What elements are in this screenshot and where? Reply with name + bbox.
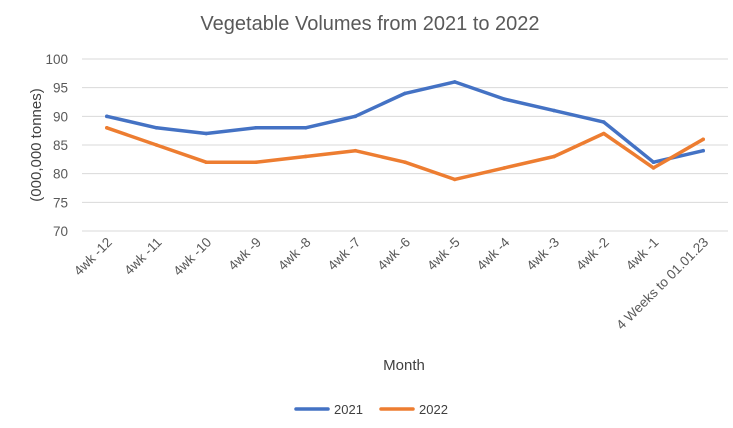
data-point-2022 xyxy=(254,160,258,164)
data-point-2021 xyxy=(701,148,705,153)
data-point-2021 xyxy=(105,114,109,119)
data-point-2022 xyxy=(502,166,507,170)
data-point-2022 xyxy=(403,160,407,164)
data-point-2022 xyxy=(353,148,358,153)
series-lines xyxy=(105,80,705,182)
x-tick-label: 4 Weeks to 01.01.23 xyxy=(613,235,711,333)
series-line-2022 xyxy=(105,126,705,182)
data-point-2021 xyxy=(353,114,358,119)
data-point-2021 xyxy=(552,108,556,113)
data-point-2021 xyxy=(254,126,258,130)
y-tick-label: 80 xyxy=(53,167,68,182)
x-axis-ticks: 4wk -12 4wk -11 4wk -10 4wk -9 4wk -8 4wk -7 4… xyxy=(71,234,711,332)
x-tick-label: 4wk -3 xyxy=(523,235,562,274)
y-tick-label: 85 xyxy=(53,138,68,153)
x-tick-label: 4wk -5 xyxy=(424,235,463,274)
y-tick-label: 70 xyxy=(53,224,68,239)
data-point-2022 xyxy=(701,137,705,142)
data-point-2021 xyxy=(204,131,209,136)
x-tick-label: 4wk -2 xyxy=(573,235,612,274)
data-point-2021 xyxy=(601,120,606,124)
x-tick-label: 4wk -10 xyxy=(170,235,214,279)
data-point-2022 xyxy=(105,126,109,130)
data-point-2022 xyxy=(204,160,209,164)
data-point-2021 xyxy=(452,80,457,84)
y-axis-title: (000,000 tonnes) xyxy=(28,88,45,201)
data-point-2021 xyxy=(651,160,656,164)
x-axis-title: Month xyxy=(383,357,425,374)
x-tick-label: 4wk -7 xyxy=(325,235,364,274)
y-tick-label: 75 xyxy=(53,195,68,210)
x-tick-label: 4wk -12 xyxy=(71,235,115,279)
x-tick-label: 4wk -4 xyxy=(474,234,513,273)
data-point-2022 xyxy=(601,131,606,136)
legend-label: 2021 xyxy=(334,402,363,417)
x-tick-label: 4wk -11 xyxy=(121,235,164,278)
legend: 2021 2022 xyxy=(294,402,448,417)
x-tick-label: 4wk -6 xyxy=(374,235,413,274)
data-point-2022 xyxy=(552,154,556,159)
x-tick-label: 4wk -9 xyxy=(225,235,264,274)
y-tick-label: 90 xyxy=(53,109,68,124)
legend-label: 2022 xyxy=(419,402,448,417)
chart-title: Vegetable Volumes from 2021 to 2022 xyxy=(200,13,539,35)
data-point-2021 xyxy=(303,126,308,130)
data-point-2021 xyxy=(154,126,159,130)
data-point-2021 xyxy=(403,91,407,96)
x-tick-label: 4wk -8 xyxy=(275,235,314,274)
data-point-2022 xyxy=(154,143,159,147)
y-tick-label: 95 xyxy=(53,81,68,96)
x-tick-label: 4wk -1 xyxy=(623,235,662,274)
data-point-2021 xyxy=(502,97,507,101)
y-tick-label: 100 xyxy=(45,52,68,67)
data-point-2022 xyxy=(651,166,656,170)
gridlines xyxy=(82,58,728,232)
data-point-2022 xyxy=(303,154,308,159)
data-point-2022 xyxy=(452,177,457,182)
y-axis-ticks: 70 75 80 85 90 95 100 xyxy=(45,52,68,239)
